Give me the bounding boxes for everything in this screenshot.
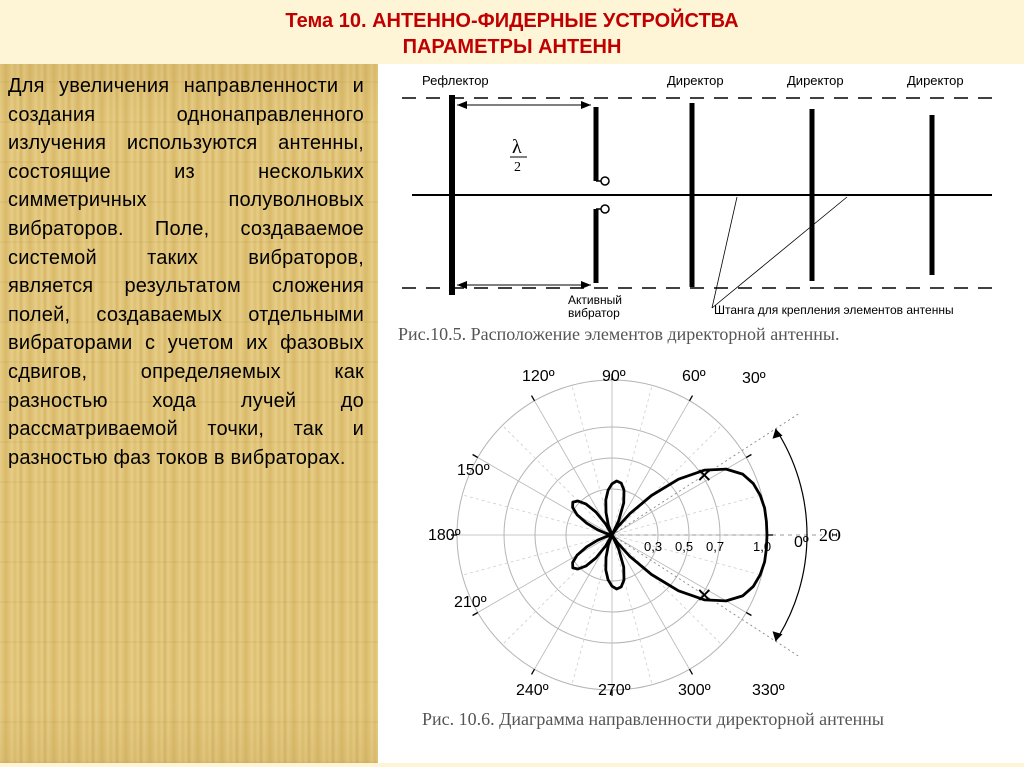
svg-text:60º: 60º	[682, 368, 706, 385]
svg-text:Директор: Директор	[907, 73, 964, 88]
svg-text:270º: 270º	[598, 682, 631, 699]
svg-text:Директор: Директор	[667, 73, 724, 88]
main-content: Для увеличения направленности и создания…	[0, 64, 1024, 763]
header-line1: Тема 10. АНТЕННО-ФИДЕРНЫЕ УСТРОЙСТВА	[0, 8, 1024, 34]
svg-text:0º: 0º	[794, 534, 809, 551]
svg-text:240º: 240º	[516, 682, 549, 699]
figure-1-antenna-layout: λ 2 Рефлектор Директор Директор Директор Актив…	[392, 70, 1002, 320]
body-paragraph: Для увеличения направленности и создания…	[8, 72, 364, 472]
svg-text:0,7: 0,7	[706, 539, 724, 554]
svg-text:120º: 120º	[522, 368, 555, 385]
svg-text:30º: 30º	[742, 370, 766, 387]
svg-text:0,5: 0,5	[675, 539, 693, 554]
svg-text:2: 2	[514, 160, 521, 175]
svg-text:Директор: Директор	[787, 73, 844, 88]
svg-text:Штанга для крепления элементов: Штанга для крепления элементов антенны	[714, 303, 954, 317]
svg-text:Активный: Активный	[568, 293, 622, 307]
header-line2: ПАРАМЕТРЫ АНТЕНН	[0, 34, 1024, 60]
svg-text:150º: 150º	[457, 462, 490, 479]
svg-text:0,3: 0,3	[644, 539, 662, 554]
figure-1-caption: Рис.10.5. Расположение элементов директо…	[398, 324, 1014, 345]
svg-text:Рефлектор: Рефлектор	[422, 73, 489, 88]
figure-2-caption: Рис. 10.6. Диаграмма направленности дире…	[422, 709, 1014, 730]
svg-text:300º: 300º	[678, 682, 711, 699]
svg-text:210º: 210º	[454, 594, 487, 611]
svg-text:λ: λ	[512, 136, 522, 158]
figure-2-radiation-pattern: 2Θ0,30,50,71,00º30º60º90º120º150º180º210…	[392, 365, 1002, 703]
figures-column: λ 2 Рефлектор Директор Директор Директор Актив…	[378, 64, 1024, 763]
slide-header: Тема 10. АНТЕННО-ФИДЕРНЫЕ УСТРОЙСТВА ПАР…	[0, 0, 1024, 64]
svg-text:90º: 90º	[602, 368, 626, 385]
svg-text:2Θ: 2Θ	[819, 525, 841, 545]
text-column: Для увеличения направленности и создания…	[0, 64, 378, 763]
svg-text:вибратор: вибратор	[568, 306, 620, 320]
svg-text:330º: 330º	[752, 682, 785, 699]
svg-text:1,0: 1,0	[753, 539, 771, 554]
